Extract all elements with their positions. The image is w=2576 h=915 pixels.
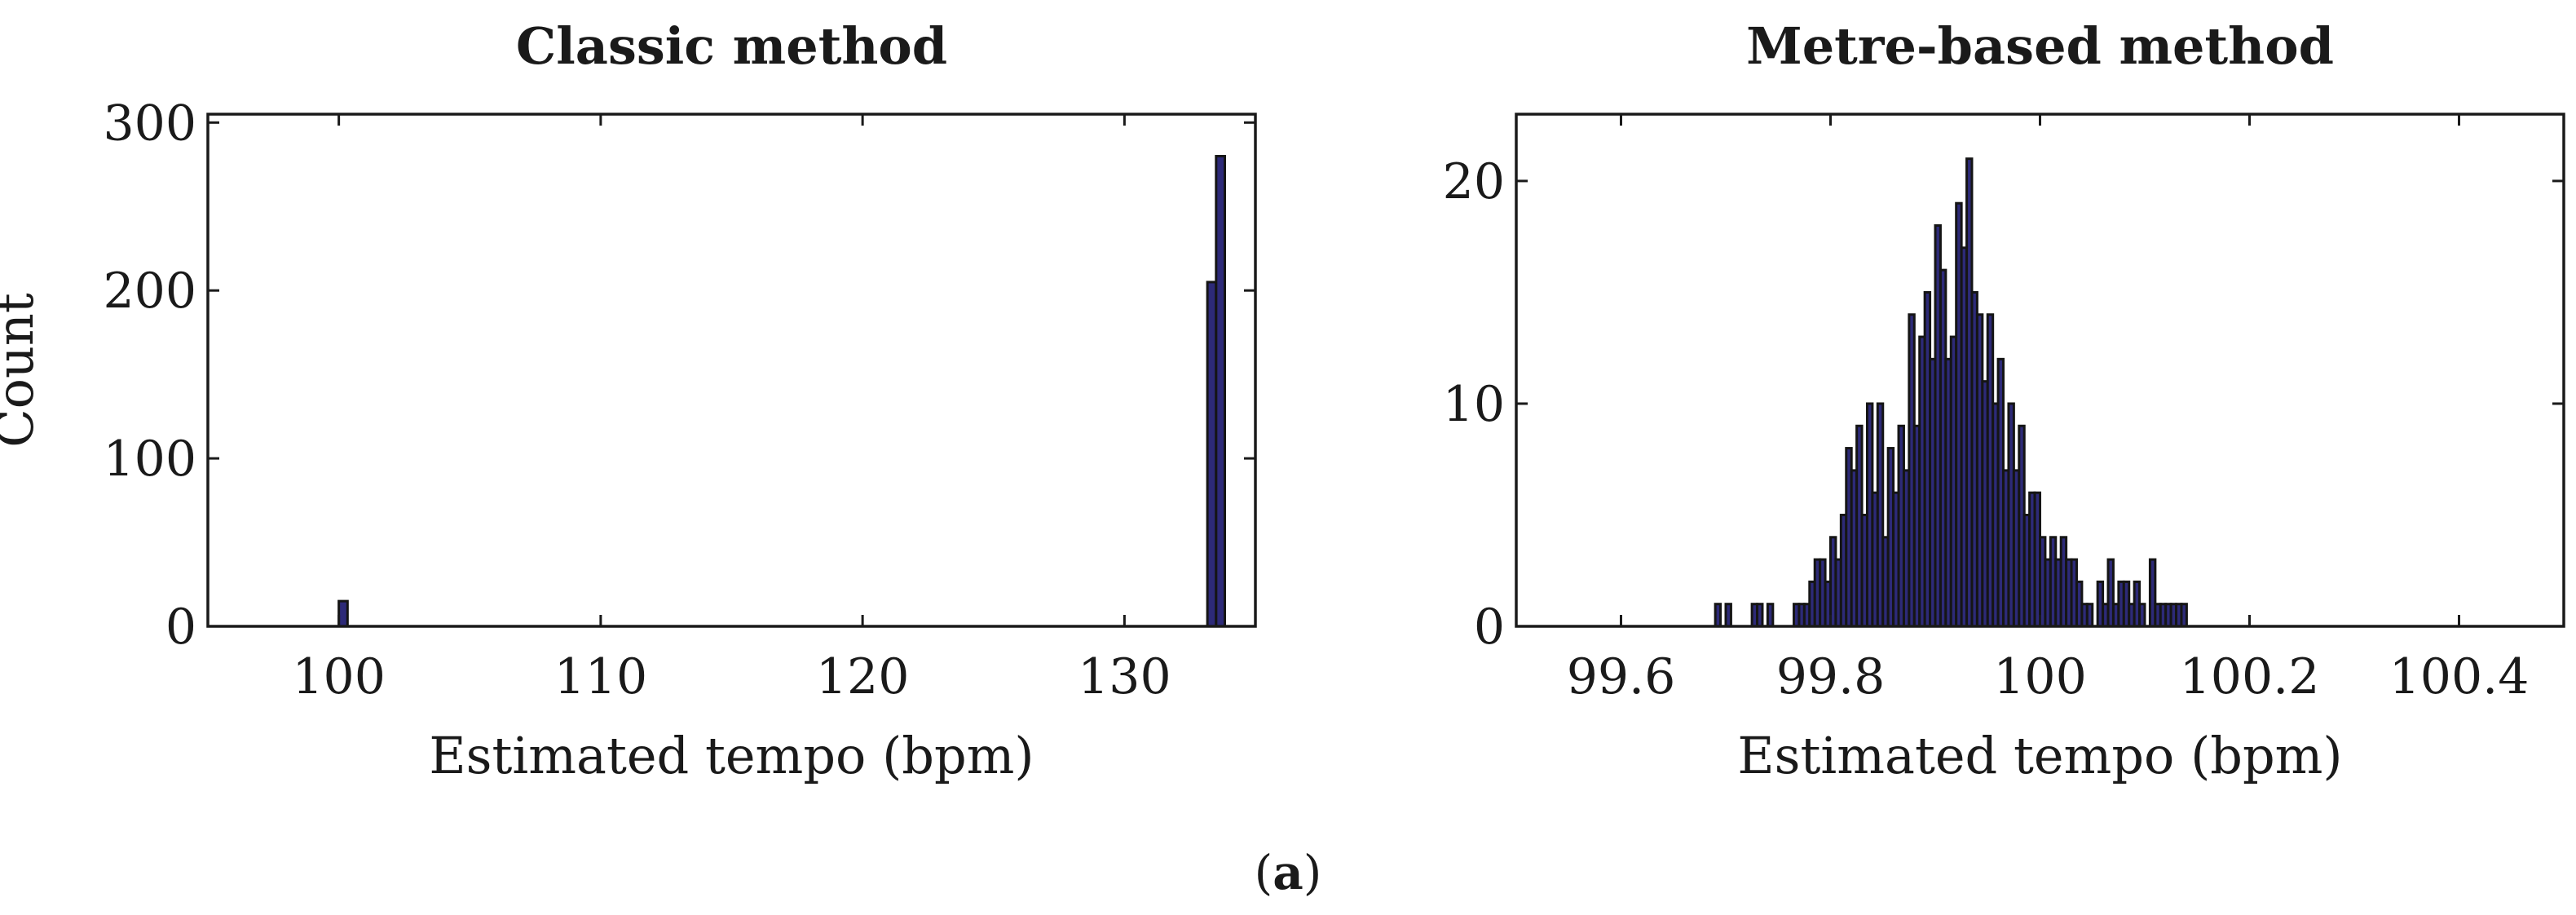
histogram-bar xyxy=(2180,603,2188,628)
x-tick-label: 100.4 xyxy=(2389,648,2530,705)
histogram-bar xyxy=(2085,603,2094,628)
y-tick-label: 200 xyxy=(103,263,196,320)
x-tick-label: 100 xyxy=(292,648,386,705)
histogram-bar xyxy=(1724,603,1732,628)
chart-title: Metre-based method xyxy=(1746,16,2334,76)
y-axis-label: Count xyxy=(0,293,45,448)
histogram-bar xyxy=(337,599,349,628)
x-tick-label: 100.2 xyxy=(2180,648,2320,705)
y-tick-label: 0 xyxy=(1474,599,1505,656)
chart-title: Classic method xyxy=(516,16,947,76)
histogram-bar xyxy=(1215,154,1227,628)
plot-frame xyxy=(206,113,1257,628)
y-tick-label: 100 xyxy=(103,431,196,488)
histogram-bar xyxy=(1714,603,1722,628)
histogram-bar xyxy=(1206,281,1218,628)
x-tick-label: 130 xyxy=(1078,648,1171,705)
figure-caption: (a) xyxy=(1255,845,1322,900)
y-tick-label: 10 xyxy=(1443,376,1505,433)
histogram-bar xyxy=(2138,603,2146,628)
x-tick-label: 100 xyxy=(1993,648,2087,705)
y-tick-label: 20 xyxy=(1443,153,1505,210)
metre-based-method-histogram: Metre-based method 99.6 99.8 100 100.2 100.4 0… xyxy=(1443,16,2565,785)
y-tick-label: 300 xyxy=(103,95,196,152)
y-tick-label: 0 xyxy=(165,599,196,656)
classic-method-histogram: Classic method 100 110 120 130 0 100 200 300 Esti… xyxy=(0,16,1257,785)
x-axis-label: Estimated tempo (bpm) xyxy=(429,726,1034,785)
x-tick-label: 99.8 xyxy=(1776,648,1886,705)
x-tick-label: 110 xyxy=(554,648,648,705)
histogram-bar xyxy=(1766,603,1775,628)
x-tick-label: 120 xyxy=(816,648,910,705)
x-tick-label: 99.6 xyxy=(1567,648,1676,705)
histogram-bar xyxy=(1756,603,1764,628)
x-axis-label: Estimated tempo (bpm) xyxy=(1737,726,2342,785)
